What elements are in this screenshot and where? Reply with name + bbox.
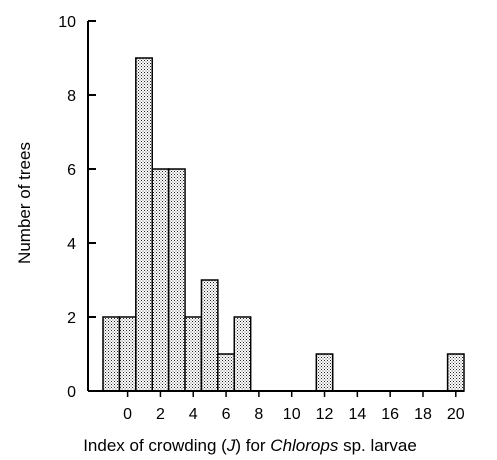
x-tick-label-3: 6 [222, 406, 231, 423]
y-tick-label-2: 4 [67, 236, 76, 253]
x-tick-label-7: 14 [348, 406, 366, 423]
bar-7 [217, 353, 236, 392]
bar-0 [102, 316, 121, 392]
x-tick-label-5: 10 [283, 406, 301, 423]
y-tick-labels: 0 2 4 6 8 10 [58, 14, 76, 401]
x-axis-title-suffix: sp. larvae [338, 436, 416, 455]
x-tick-label-0: 0 [123, 406, 132, 423]
x-tick-label-8: 16 [381, 406, 399, 423]
y-tick-label-0: 0 [67, 384, 76, 401]
bar-6 [200, 279, 219, 392]
x-axis-title-middle: ) for [235, 436, 270, 455]
y-axis-title: Number of trees [15, 142, 34, 264]
bars-group [102, 57, 465, 392]
bar-3 [151, 168, 170, 392]
bar-8 [233, 316, 252, 392]
y-tick-label-5: 10 [58, 14, 76, 31]
x-tick-label-10: 20 [447, 406, 465, 423]
axes-group [87, 20, 464, 397]
bar-1 [118, 316, 137, 392]
x-axis-title-prefix: Index of crowding ( [83, 436, 227, 455]
x-axis-title: Index of crowding (J) for Chlorops sp. l… [83, 436, 417, 455]
x-axis-title-genus: Chlorops [270, 436, 339, 455]
bar-10 [446, 353, 465, 392]
bar-2 [135, 57, 153, 392]
y-tick-label-1: 2 [67, 310, 76, 327]
x-axis-title-variable: J [226, 436, 236, 455]
bar-5 [184, 316, 203, 392]
x-tick-labels: 0 2 4 6 8 10 12 14 16 18 20 [123, 406, 465, 423]
bar-4 [167, 168, 186, 392]
x-tick-label-6: 12 [316, 406, 334, 423]
bar-9 [315, 353, 334, 392]
x-tick-label-2: 4 [189, 406, 198, 423]
y-tick-label-3: 6 [67, 162, 76, 179]
x-tick-label-9: 18 [414, 406, 432, 423]
x-tick-label-1: 2 [156, 406, 165, 423]
x-tick-label-4: 8 [254, 406, 263, 423]
y-tick-label-4: 8 [67, 88, 76, 105]
